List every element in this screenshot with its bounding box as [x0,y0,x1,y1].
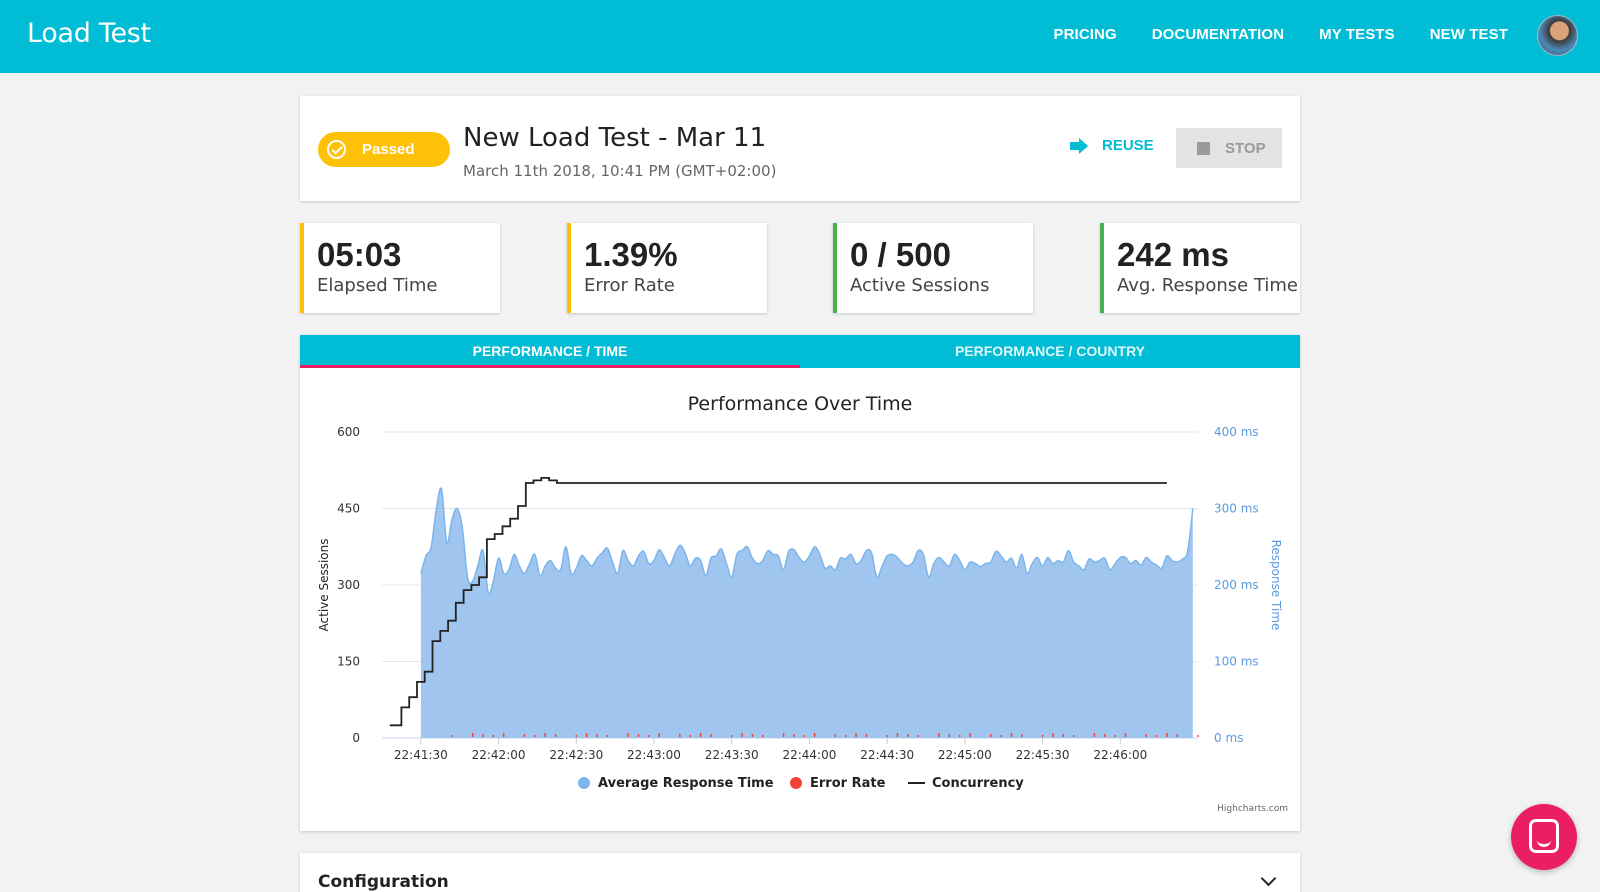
y-right-tick-label: 400 ms [1214,425,1259,439]
reuse-button[interactable]: REUSE [1070,137,1154,154]
y-left-tick-label: 0 [352,731,360,745]
chart-tabs: PERFORMANCE / TIME PERFORMANCE / COUNTRY [300,335,1300,368]
stat-label: Avg. Response Time [1117,275,1299,296]
x-tick-label: 22:44:30 [860,748,914,762]
stop-button[interactable]: STOP [1176,128,1282,168]
y-right-axis-title: Response Time [1269,540,1283,631]
status-badge: Passed [318,132,450,167]
stop-label: STOP [1225,140,1266,157]
main-nav: PRICING DOCUMENTATION MY TESTS NEW TEST [1019,26,1508,43]
top-bar: Load Test PRICING DOCUMENTATION MY TESTS… [0,0,1600,73]
x-tick-label: 22:42:00 [472,748,526,762]
user-avatar[interactable] [1537,15,1578,56]
status-label: Passed [362,141,415,158]
stat-value: 242 ms [1117,236,1229,273]
stat-value: 0 / 500 [850,236,951,273]
test-date: March 11th 2018, 10:41 PM (GMT+02:00) [463,162,777,180]
nav-new-test[interactable]: NEW TEST [1429,26,1508,43]
x-tick-label: 22:43:00 [627,748,681,762]
stat-elapsed-time: 05:03 Elapsed Time [300,223,500,313]
nav-pricing[interactable]: PRICING [1053,26,1117,43]
y-right-tick-label: 300 ms [1214,502,1259,516]
stat-label: Active Sessions [850,275,990,296]
y-right-tick-label: 100 ms [1214,655,1259,669]
y-left-tick-label: 150 [337,655,360,669]
nav-my-tests[interactable]: MY TESTS [1319,26,1395,43]
stat-active-sessions: 0 / 500 Active Sessions [833,223,1033,313]
y-left-tick-label: 450 [337,502,360,516]
y-left-tick-label: 600 [337,425,360,439]
nav-documentation[interactable]: DOCUMENTATION [1151,26,1285,43]
chart-title: Performance Over Time [688,393,913,415]
y-left-tick-label: 300 [337,578,360,592]
x-tick-label: 22:43:30 [705,748,759,762]
stat-label: Error Rate [584,275,675,296]
series-area-avg-response-time [420,488,1193,738]
x-tick-label: 22:45:00 [938,748,992,762]
x-tick-label: 22:41:30 [394,748,448,762]
chat-launcher-button[interactable] [1511,804,1577,870]
legend-label: Concurrency [932,776,1024,791]
chat-icon [1529,819,1559,853]
stat-label: Elapsed Time [317,275,438,296]
tab-performance-time[interactable]: PERFORMANCE / TIME [300,335,800,368]
page-title: New Load Test - Mar 11 [463,123,767,153]
stat-value: 05:03 [317,236,402,273]
x-tick-label: 22:46:00 [1093,748,1147,762]
legend-marker-avg-response-time [578,777,590,789]
legend-label: Error Rate [810,776,886,791]
chart-credit: Highcharts.com [1217,804,1288,814]
series-line-concurrency [389,477,1167,727]
chevron-down-icon[interactable] [1260,870,1277,887]
reuse-label: REUSE [1102,137,1154,154]
configuration-panel[interactable]: Configuration [300,853,1300,892]
stat-avg-response-time: 242 ms Avg. Response Time [1100,223,1300,313]
y-right-tick-label: 200 ms [1214,578,1259,592]
x-tick-label: 22:45:30 [1016,748,1070,762]
arrow-right-icon [1070,137,1090,154]
x-tick-label: 22:44:00 [782,748,836,762]
brand-logo[interactable]: Load Test [27,18,151,49]
y-left-axis-title: Active Sessions [317,539,331,632]
legend-label: Average Response Time [598,776,774,791]
legend-marker-error-rate [790,777,802,789]
stat-value: 1.39% [584,236,678,273]
x-tick-label: 22:42:30 [549,748,603,762]
performance-chart: Performance Over Time 0 150 300 450 600 0 ms 10… [317,393,1288,814]
configuration-title: Configuration [318,872,449,892]
series-line-avg-response-time [420,487,1194,595]
stat-error-rate: 1.39% Error Rate [567,223,767,313]
tab-performance-country[interactable]: PERFORMANCE / COUNTRY [954,343,1146,359]
y-right-tick-label: 0 ms [1214,731,1243,745]
check-circle-icon [327,140,346,159]
performance-chart-card: PERFORMANCE / TIME PERFORMANCE / COUNTRY… [300,335,1300,831]
test-header-card: Passed New Load Test - Mar 11 March 11th… [300,96,1300,201]
stop-icon [1197,142,1210,155]
